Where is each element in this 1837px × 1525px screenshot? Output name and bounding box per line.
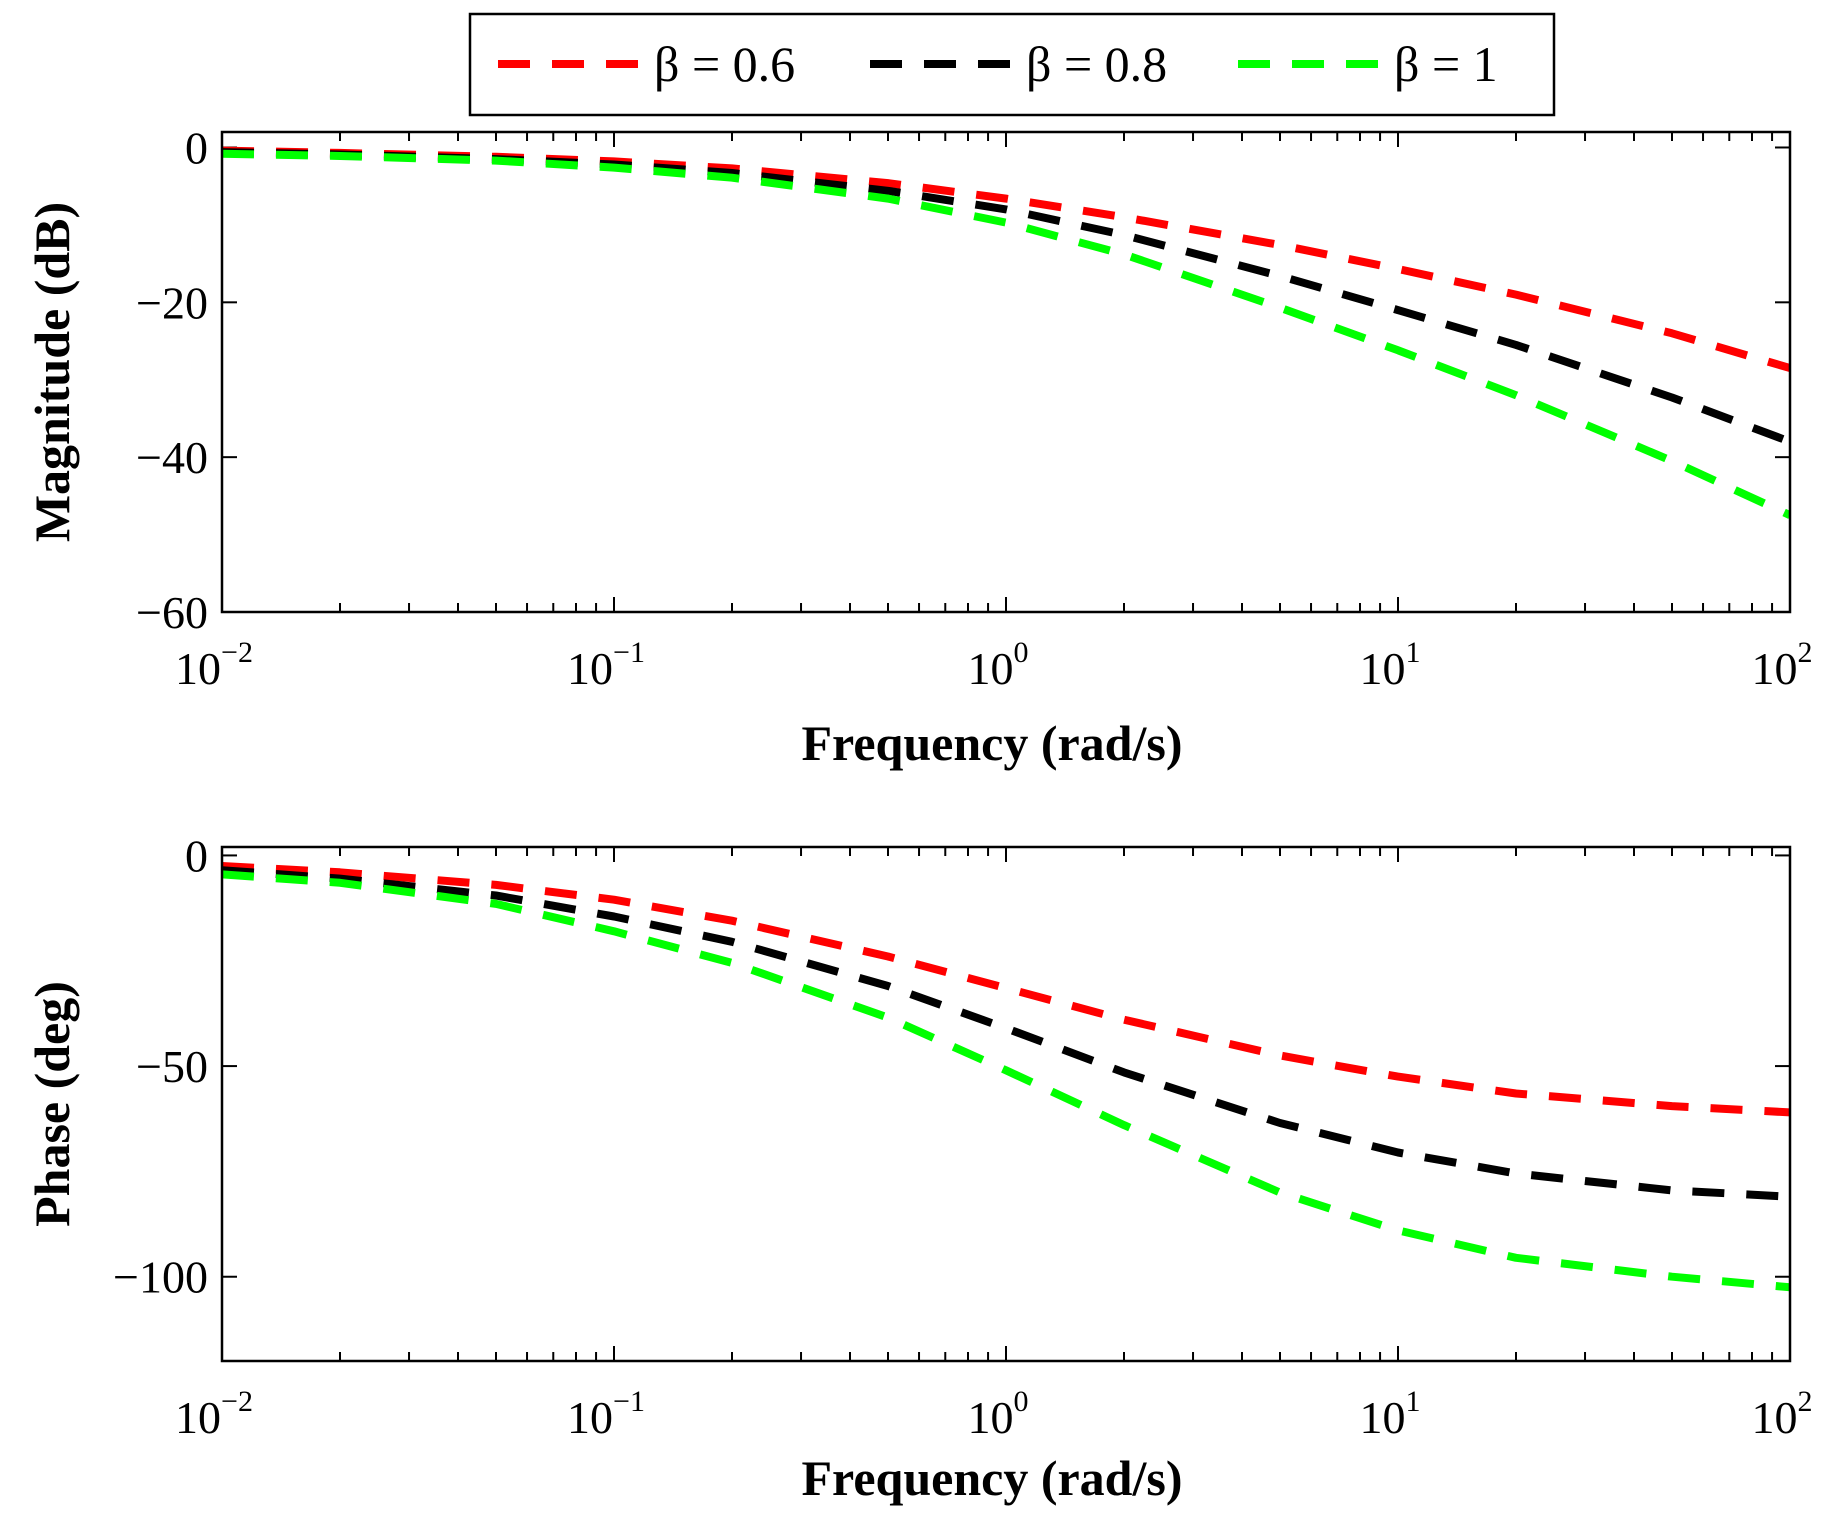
phase-y-tick-label: −100 <box>113 1252 208 1303</box>
phase-x-tick-label: 102 <box>1752 1385 1813 1443</box>
phase-ticks <box>221 847 1791 1361</box>
legend: β = 0.6 β = 0.8 β = 1 <box>468 12 1556 117</box>
magnitude-x-tick-exponent: 2 <box>1798 636 1813 669</box>
phase-y-tick-label: 0 <box>185 830 208 881</box>
legend-label: β = 0.6 <box>654 36 795 92</box>
magnitude-x-tick-base: 10 <box>1752 643 1798 694</box>
phase-frame <box>220 845 1792 1363</box>
phase-y-tick-label: −50 <box>136 1041 208 1092</box>
phase-x-tick-exponent: −2 <box>221 1385 253 1418</box>
phase-x-tick-base: 10 <box>1360 1392 1406 1443</box>
magnitude-x-tick-base: 10 <box>175 643 221 694</box>
magnitude-x-tick-label: 10−1 <box>567 636 645 694</box>
magnitude-y-tick-label: 0 <box>185 122 208 173</box>
magnitude-y-tick-label: −60 <box>136 587 208 638</box>
phase-x-tick-exponent: 0 <box>1014 1385 1029 1418</box>
phase-x-tick-exponent: −1 <box>613 1385 645 1418</box>
phase-x-tick-base: 10 <box>175 1392 221 1443</box>
magnitude-frame <box>220 130 1792 614</box>
phase-x-tick-label: 10−2 <box>175 1385 253 1443</box>
phase-x-axis-label: Frequency (rad/s) <box>802 1450 1183 1506</box>
phase-plot-area <box>222 847 1790 1361</box>
magnitude-series-group <box>222 146 1790 519</box>
magnitude-ticks <box>221 132 1791 613</box>
magnitude-x-tick-base: 10 <box>567 643 613 694</box>
magnitude-x-tick-exponent: −1 <box>613 636 645 669</box>
phase-y-axis-label: Phase (deg) <box>24 981 80 1227</box>
phase-series-line-beta0-6 <box>222 862 1790 1117</box>
phase-x-tick-label: 10−1 <box>567 1385 645 1443</box>
magnitude-x-tick-exponent: 0 <box>1014 636 1029 669</box>
phase-x-tick-base: 10 <box>567 1392 613 1443</box>
phase-x-tick-exponent: 1 <box>1406 1385 1421 1418</box>
magnitude-x-tick-base: 10 <box>1360 643 1406 694</box>
phase-x-tick-exponent: 2 <box>1798 1385 1813 1418</box>
magnitude-series-line-beta1 <box>222 149 1790 519</box>
magnitude-x-tick-base: 10 <box>968 643 1014 694</box>
magnitude-x-tick-label: 102 <box>1752 636 1813 694</box>
magnitude-y-axis-label: Magnitude (dB) <box>24 202 80 542</box>
phase-x-tick-base: 10 <box>1752 1392 1798 1443</box>
legend-label: β = 1 <box>1394 36 1498 92</box>
magnitude-plot-area <box>222 132 1790 612</box>
phase-series-line-beta0-8 <box>222 866 1790 1201</box>
magnitude-x-tick-label: 101 <box>1360 636 1421 694</box>
phase-x-tick-label: 101 <box>1360 1385 1421 1443</box>
magnitude-x-axis-label: Frequency (rad/s) <box>802 715 1183 771</box>
phase-series-group <box>222 862 1790 1292</box>
phase-series-line-beta1 <box>222 870 1790 1292</box>
magnitude-x-tick-exponent: 1 <box>1406 636 1421 669</box>
phase-x-tick-label: 100 <box>968 1385 1029 1443</box>
magnitude-x-tick-exponent: −2 <box>221 636 253 669</box>
magnitude-y-tick-label: −40 <box>136 432 208 483</box>
magnitude-x-tick-label: 100 <box>968 636 1029 694</box>
magnitude-y-tick-label: −20 <box>136 277 208 328</box>
magnitude-x-tick-label: 10−2 <box>175 636 253 694</box>
legend-label: β = 0.8 <box>1026 36 1167 92</box>
phase-x-tick-base: 10 <box>968 1392 1014 1443</box>
